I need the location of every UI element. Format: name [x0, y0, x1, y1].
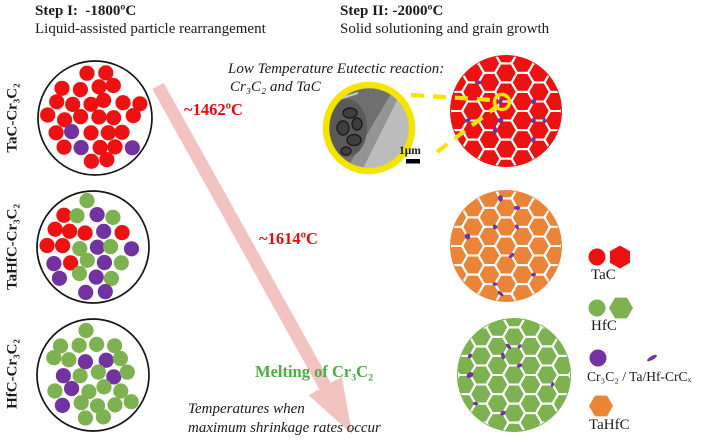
caption-line2: maximum shrinkage rates occur [188, 420, 381, 436]
legend-label-tac: TaC [591, 267, 616, 283]
magnifier-callout [410, 92, 512, 154]
caption-line1: Temperatures when [188, 401, 305, 417]
row-label-hfc-cr3c2: HfC-Cr₃C₂ [4, 339, 21, 409]
step2-subtitle: Solid solutioning and grain growth [340, 21, 550, 37]
legend-swatch-0 [588, 245, 630, 269]
legend-label-cr3c2: Cr₃C₂ / Ta/Hf-CrCₓ [587, 369, 692, 384]
legend-label-tahfc: TaHfC [589, 417, 630, 433]
row-label-tahfc-cr3c2: TaHfC-Cr₃C₂ [4, 204, 21, 290]
micrograph-tac-cr3c2-step2 [450, 55, 562, 167]
legend-label-hfc: HfC [591, 318, 617, 334]
step2-title: Step II: -2000ºC [340, 3, 444, 19]
shrinkage-arrow [152, 82, 352, 434]
legend-shapes [588, 245, 657, 417]
step1-title: Step I: -1800ºC [35, 3, 137, 19]
legend-swatch-3 [589, 395, 613, 417]
eutectic-note-line1: Low Temperature Eutectic reaction: [228, 61, 445, 77]
step1-subtitle: Liquid-assisted particle rearrangement [35, 21, 266, 37]
legend-swatch-2 [589, 349, 657, 367]
melting-temperature-label: ~1614ºC [259, 229, 318, 248]
eutectic-temperature-label: ~1462ºC [184, 100, 243, 119]
micrograph-tahfc-cr3c2-step2 [450, 190, 562, 302]
sem-micrograph-inset [322, 81, 420, 175]
row-label-tac-cr3c2: TaC-Cr₃C₂ [4, 83, 21, 153]
micrograph-tac-cr3c2-step1 [37, 60, 153, 176]
micrograph-hfc-cr3c2-step1 [36, 318, 150, 432]
scale-bar-label: 1μm [399, 145, 421, 157]
legend-swatch-1 [588, 297, 633, 319]
eutectic-note-line2: Cr₃C₂ and TaC [230, 79, 321, 95]
melting-cr3c2-label: Melting of Cr₃C₂ [255, 362, 374, 381]
micrograph-hfc-cr3c2-step2 [457, 318, 571, 432]
micrograph-tahfc-cr3c2-step1 [36, 190, 150, 304]
